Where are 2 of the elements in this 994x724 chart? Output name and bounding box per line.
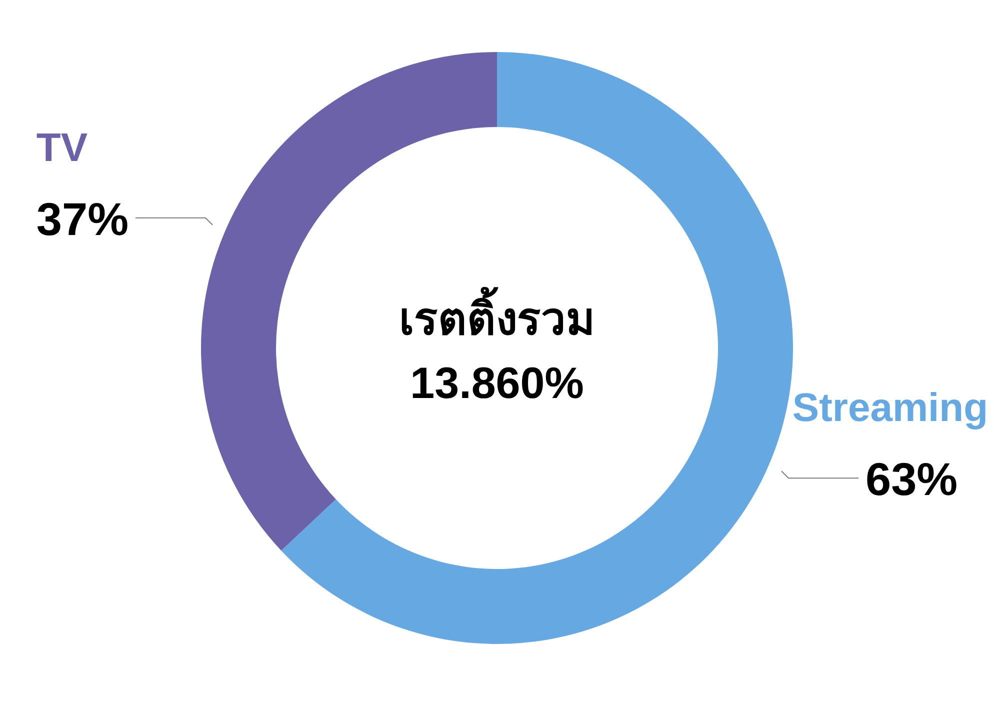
title: เรตติ้งรวม [399,287,595,353]
annotation: 13.860% [410,358,584,410]
